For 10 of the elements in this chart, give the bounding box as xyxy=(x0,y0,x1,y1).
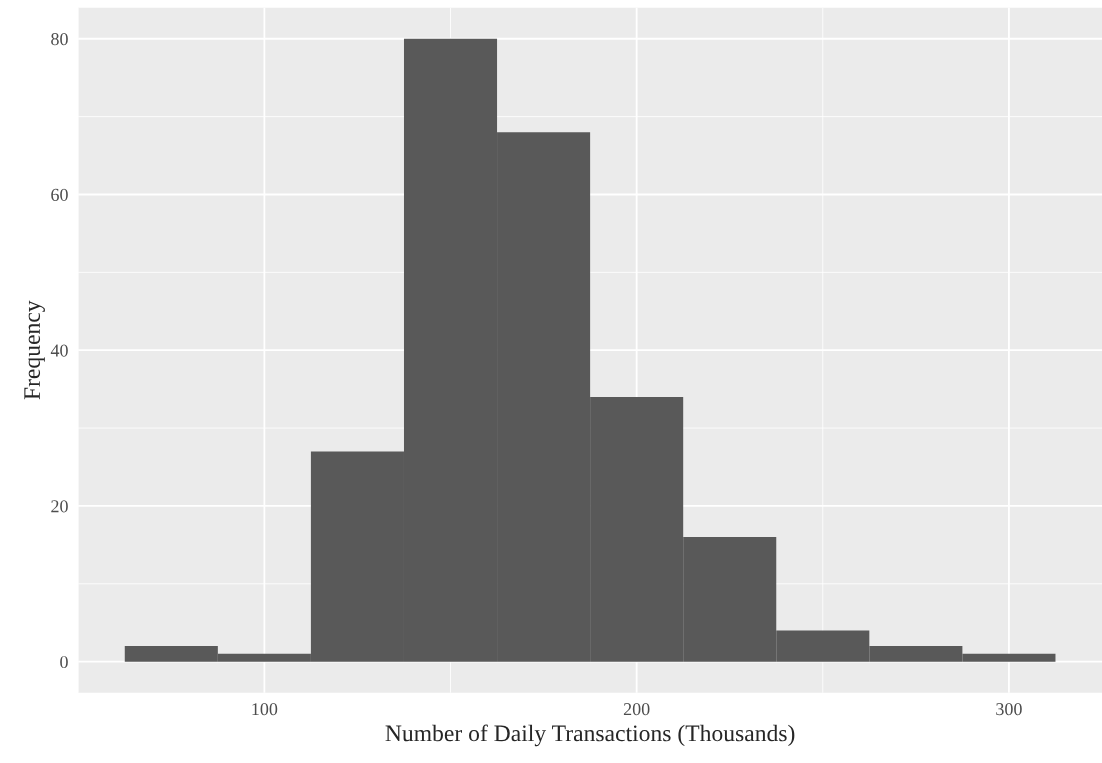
x-tick-label: 200 xyxy=(623,703,650,716)
y-tick-label: 0 xyxy=(60,655,68,669)
y-axis-title: Frequency xyxy=(24,300,45,400)
x-tick-label: 100 xyxy=(252,703,278,716)
y-tick-label: 60 xyxy=(51,188,68,201)
y-tick-label: 40 xyxy=(50,344,68,357)
x-axis-title: Number of Daily Transactions (Thousands) xyxy=(385,724,795,747)
x-tick-label: 300 xyxy=(996,703,1022,716)
y-tick-label: 80 xyxy=(51,33,68,46)
y-tick-label: 20 xyxy=(51,500,68,513)
